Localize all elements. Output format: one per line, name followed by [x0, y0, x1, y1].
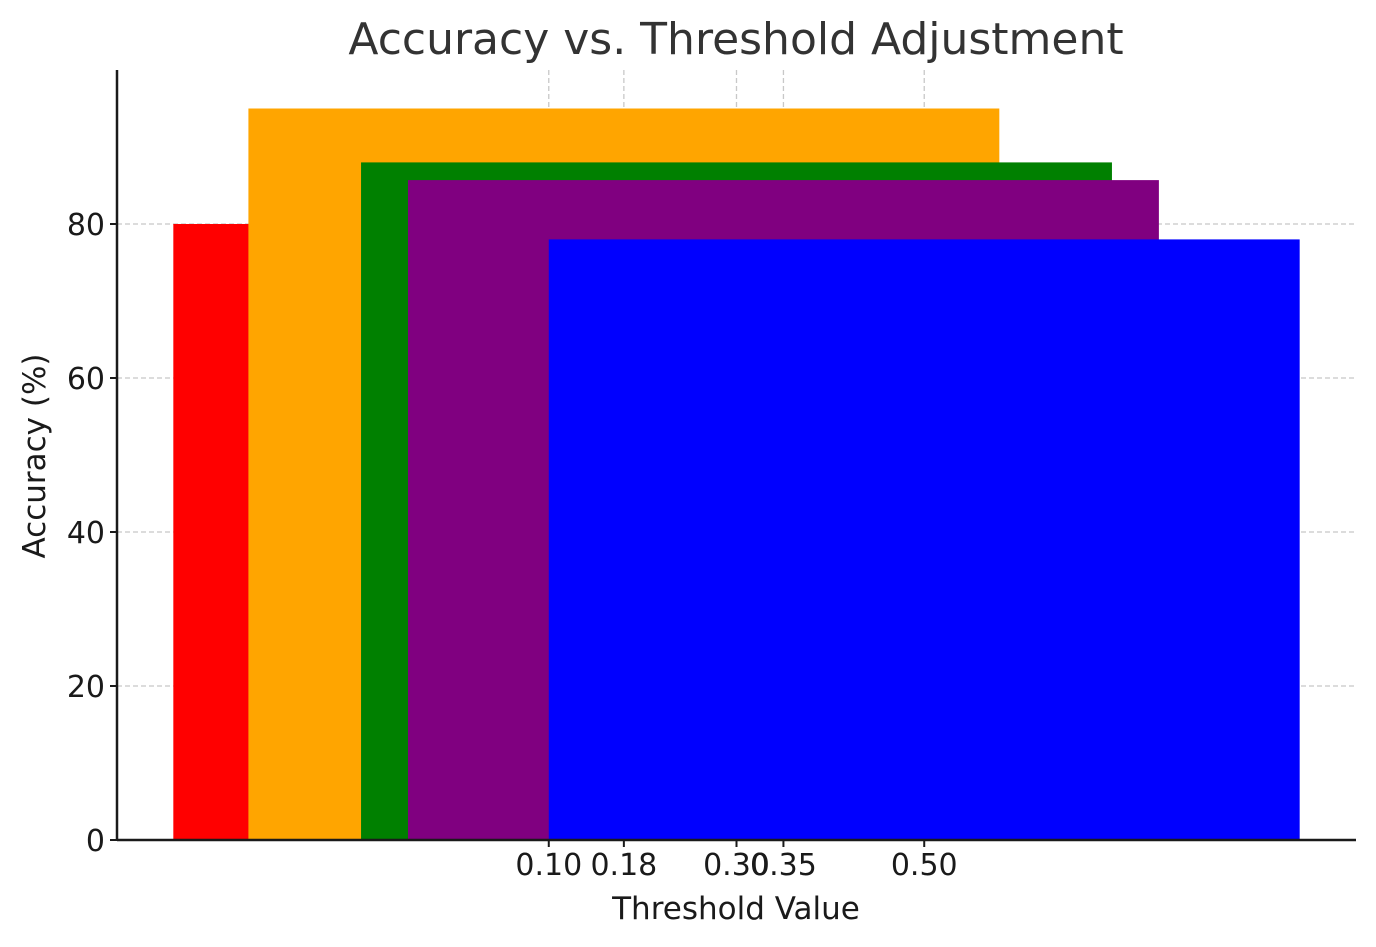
y-tick-label: 80: [67, 208, 105, 243]
y-ticks: 0 20 40 60 80: [67, 208, 117, 859]
y-tick-label: 40: [67, 516, 105, 551]
x-tick-label: 0.35: [750, 848, 817, 883]
y-tick-label: 20: [67, 670, 105, 705]
x-tick-label: 0.50: [891, 848, 958, 883]
bar: [548, 239, 1300, 840]
x-ticks: 0.10 0.18 0.300.35 0.50: [515, 840, 958, 883]
x-axis-label: Threshold Value: [611, 891, 860, 927]
y-tick-label: 0: [86, 824, 105, 859]
x-tick-label: 0.10: [515, 848, 582, 883]
y-tick-label: 60: [67, 362, 105, 397]
chart-title: Accuracy vs. Threshold Adjustment: [348, 14, 1123, 65]
x-tick-label: 0.30: [703, 848, 770, 883]
x-tick-label: 0.18: [590, 848, 657, 883]
y-axis-label: Accuracy (%): [17, 353, 53, 558]
bars: [173, 108, 1300, 841]
